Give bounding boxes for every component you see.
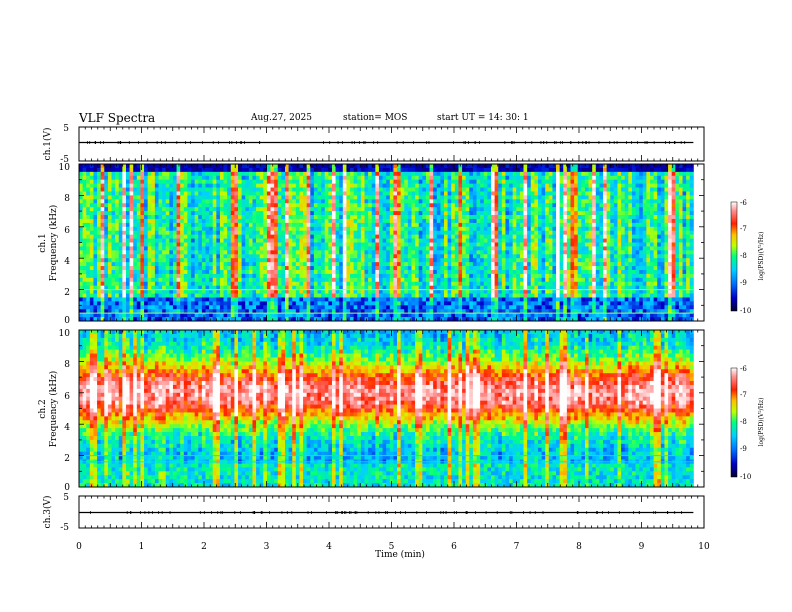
x-axis-label: Time (min) — [375, 549, 425, 560]
ch1-colorbar — [730, 201, 738, 312]
ch3-ytick-neg5: -5 — [60, 523, 69, 533]
ch1-spectrogram-yticks: 0 2 4 6 8 10 — [59, 163, 71, 326]
start-ut-label: start UT = 14: 30: 1 — [437, 113, 529, 123]
x-tick-label: 3 — [264, 542, 270, 552]
chart-title: VLF Spectra — [79, 111, 156, 125]
spec1-ytick: 4 — [64, 257, 70, 267]
x-tick-labels: 0 1 2 3 4 5 6 7 8 9 10 — [76, 542, 710, 552]
spec1-ytick: 8 — [64, 194, 70, 204]
cbar1-tick: -6 — [740, 199, 747, 207]
spec2-ytick: 4 — [64, 423, 70, 433]
spec1-ytick: 0 — [64, 316, 70, 326]
cbar2-tick: -10 — [740, 473, 751, 481]
spec1-ytick: 10 — [59, 163, 71, 173]
spec2-ytick: 0 — [64, 483, 70, 493]
cbar2-tick: -6 — [740, 365, 747, 373]
x-tick-label: 9 — [639, 542, 645, 552]
ch1-voltage-ylabel: ch.1(V) — [42, 128, 53, 161]
cbar2-label: log(PSD)(V²/Hz) — [758, 398, 765, 447]
ch1-ytick-neg5: -5 — [60, 155, 69, 165]
ch3-voltage-trace — [79, 511, 694, 514]
ch3-ytick-5: 5 — [63, 493, 69, 503]
ch2-colorbar — [730, 367, 738, 478]
cbar1-tick: -7 — [740, 225, 747, 233]
axis-ticks — [78, 127, 705, 528]
spec2-ytick: 6 — [64, 392, 70, 402]
ch1-frequency-label: Frequency (kHz) — [48, 205, 59, 282]
x-tick-label: 8 — [576, 542, 582, 552]
date-label: Aug.27, 2025 — [251, 113, 312, 123]
x-tick-label: 4 — [326, 542, 332, 552]
ch2-spectrogram-yticks: 0 2 4 6 8 10 — [59, 329, 71, 493]
x-tick-label: 1 — [139, 542, 145, 552]
ch2-channel-label: ch.2 — [38, 399, 48, 418]
x-tick-label: 7 — [514, 542, 520, 552]
station-label: station= MOS — [343, 113, 408, 123]
cbar2-tick: -9 — [740, 445, 747, 453]
spec2-ytick: 10 — [59, 329, 71, 339]
spec1-ytick: 2 — [64, 288, 70, 298]
spec2-ytick: 2 — [64, 454, 70, 464]
cbar1-label: log(PSD)(V²/Hz) — [758, 232, 765, 281]
x-tick-label: 5 — [389, 542, 395, 552]
ch2-spectrogram-image — [79, 330, 694, 488]
x-tick-label: 2 — [201, 542, 207, 552]
x-tick-label: 6 — [451, 542, 457, 552]
x-tick-label: 0 — [76, 542, 82, 552]
ch1-ytick-5: 5 — [63, 124, 69, 134]
cbar2-tick: -7 — [740, 391, 747, 399]
ch1-voltage-trace — [79, 141, 694, 144]
cbar2-tick: -8 — [740, 418, 747, 426]
ch3-voltage-ylabel: ch.3(V) — [42, 496, 53, 529]
ch2-frequency-label: Frequency (kHz) — [48, 371, 59, 448]
cbar1-tick: -9 — [740, 279, 747, 287]
spec2-ytick: 8 — [64, 360, 70, 370]
cbar1-tick: -10 — [740, 307, 751, 315]
cbar1-tick: -8 — [740, 252, 747, 260]
x-tick-label: 10 — [698, 542, 710, 552]
spec1-ytick: 6 — [64, 226, 70, 236]
ch1-channel-label: ch.1 — [38, 233, 48, 252]
ch1-spectrogram-image — [79, 164, 694, 322]
